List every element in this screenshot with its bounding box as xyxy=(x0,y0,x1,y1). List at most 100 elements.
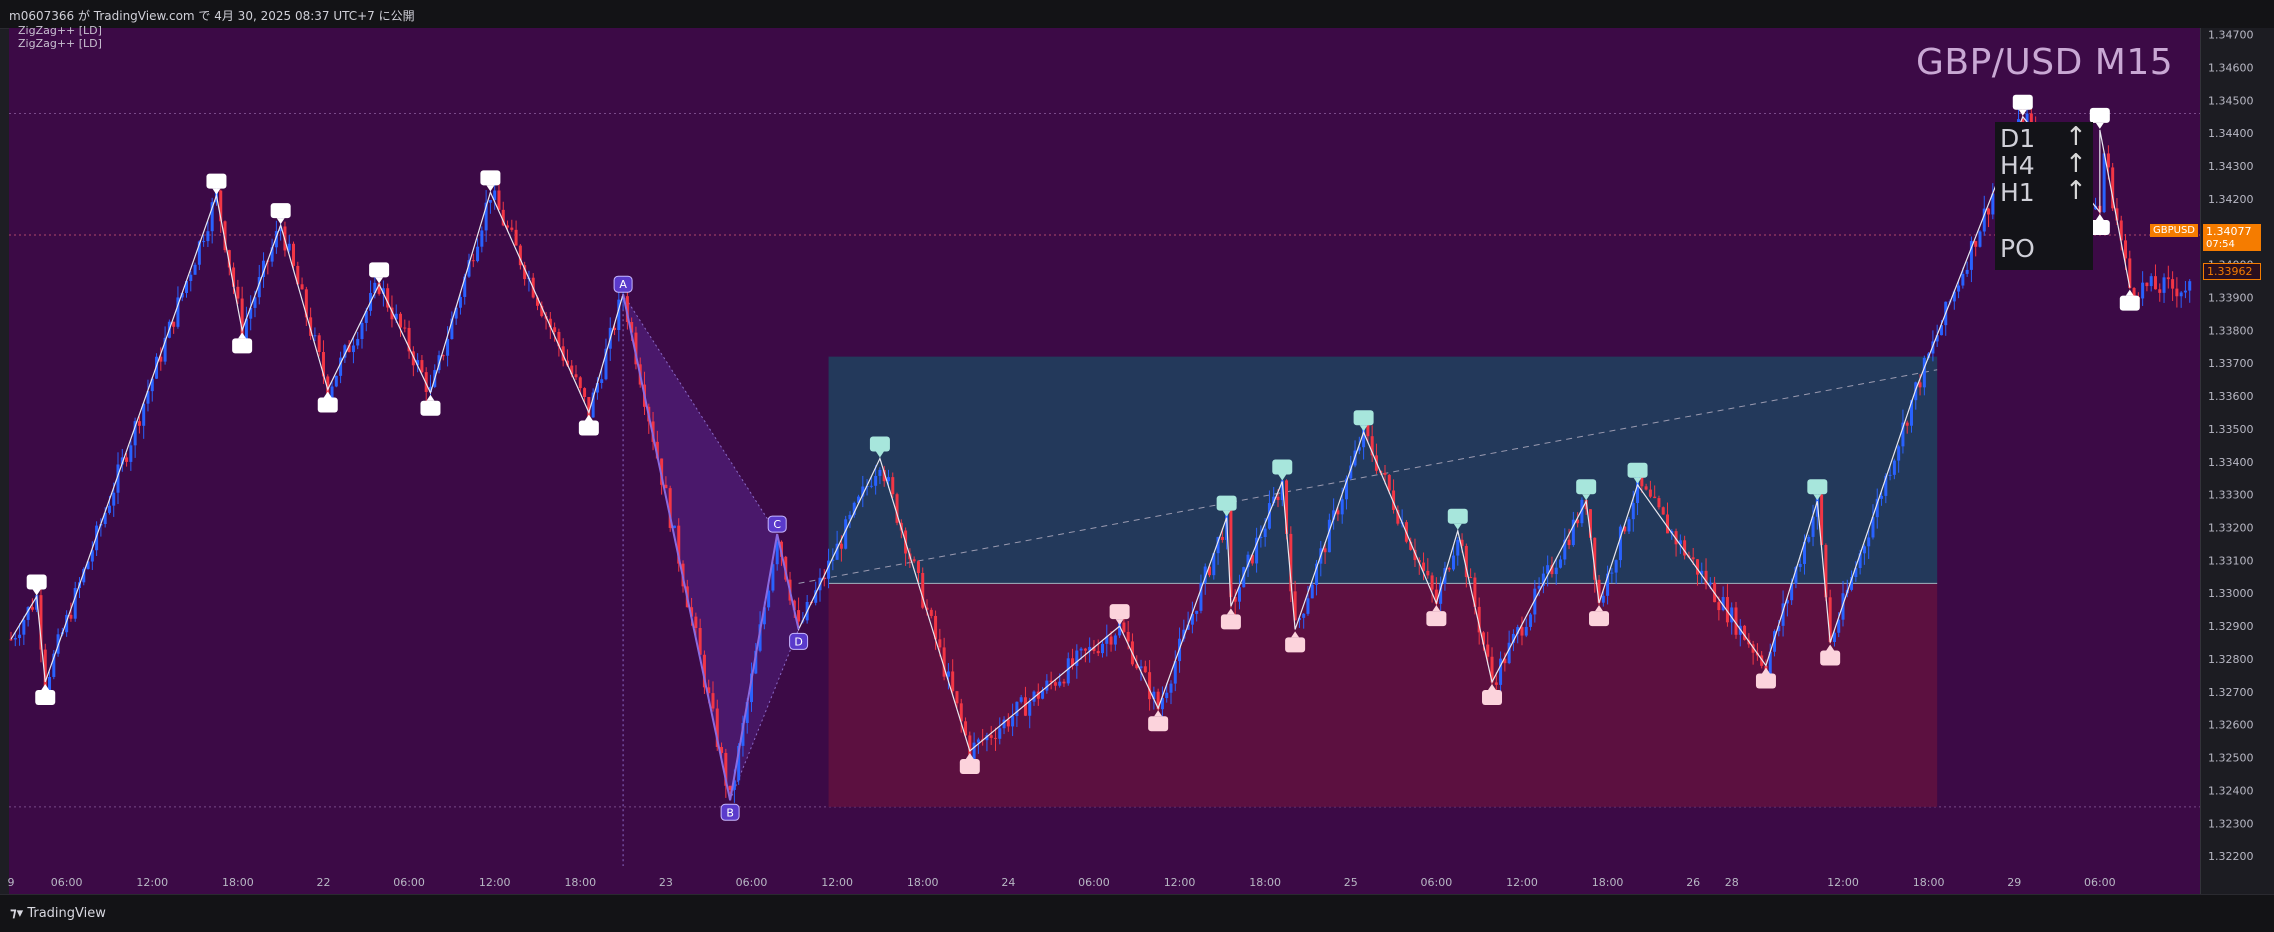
candle xyxy=(1246,554,1250,568)
candle xyxy=(1208,566,1212,576)
candle xyxy=(48,676,52,691)
pivot-label-tip xyxy=(41,683,50,690)
candle xyxy=(613,327,617,331)
candle xyxy=(497,190,501,210)
candle xyxy=(891,477,895,495)
candle xyxy=(912,559,916,562)
pivot-label xyxy=(1482,689,1503,705)
candle xyxy=(604,348,608,380)
candle xyxy=(424,372,428,392)
pivot-label xyxy=(1220,614,1241,630)
candle xyxy=(351,345,355,353)
candle xyxy=(882,469,886,482)
candle xyxy=(535,297,539,306)
candle xyxy=(1691,557,1695,560)
pivot-label xyxy=(578,420,599,436)
time-tick-label: 06:00 xyxy=(393,876,425,889)
candle xyxy=(702,654,706,688)
candle xyxy=(1285,480,1289,534)
candle xyxy=(73,588,77,619)
candle xyxy=(180,293,184,298)
candle xyxy=(1237,587,1241,602)
candle xyxy=(1721,597,1725,611)
candle xyxy=(1867,537,1871,547)
time-tick-label: 18:00 xyxy=(1592,876,1624,889)
candle xyxy=(1781,603,1785,626)
tradingview-logo[interactable]: ⁊▾ TradingView xyxy=(10,906,106,921)
candle xyxy=(732,780,736,790)
candle xyxy=(1066,658,1070,684)
candle xyxy=(1828,597,1832,643)
candle xyxy=(1991,193,1995,215)
candle xyxy=(720,747,724,753)
price-axis[interactable] xyxy=(2200,28,2274,894)
candle xyxy=(1289,533,1293,592)
candle xyxy=(1486,644,1490,657)
candle xyxy=(835,543,839,560)
candle xyxy=(125,457,129,462)
pivot-label-tip xyxy=(2018,109,2027,116)
pivot-label xyxy=(480,170,501,186)
candle xyxy=(2106,153,2110,168)
candle xyxy=(1725,597,1729,623)
candle xyxy=(1875,498,1879,518)
time-tick-label: 28 xyxy=(1725,876,1739,889)
candle xyxy=(274,231,278,248)
candle xyxy=(1032,691,1036,702)
candle xyxy=(839,543,843,549)
candle xyxy=(1250,554,1254,564)
candle xyxy=(1494,682,1498,685)
pivot-label-tip xyxy=(276,218,285,225)
candle xyxy=(1413,549,1417,561)
candle xyxy=(1156,691,1160,710)
candle xyxy=(1490,656,1494,683)
other-price-tag: 1.33962 xyxy=(2203,263,2261,280)
candle xyxy=(364,310,368,323)
pivot-label-tip xyxy=(1226,608,1235,615)
candle xyxy=(202,241,206,243)
candle xyxy=(1768,651,1772,675)
pivot-label xyxy=(869,436,890,452)
candle xyxy=(827,560,831,579)
abcd-path xyxy=(622,293,800,801)
pivot-label xyxy=(2089,107,2110,123)
candle xyxy=(1511,633,1515,643)
candle xyxy=(1349,465,1353,479)
time-tick-label: 12:00 xyxy=(1506,876,1538,889)
candle xyxy=(561,346,565,361)
candle xyxy=(1892,460,1896,475)
indicator-label-2[interactable]: ZigZag++ [LD] xyxy=(18,37,102,50)
price-tick-label: 1.34300 xyxy=(2208,160,2254,173)
candle xyxy=(1610,572,1614,574)
candle xyxy=(1790,583,1794,601)
candle xyxy=(467,260,471,277)
candle xyxy=(107,505,111,513)
pivot-label xyxy=(1447,508,1468,524)
pivot-label xyxy=(270,203,291,219)
candle xyxy=(120,457,124,465)
candle xyxy=(925,607,929,610)
candle xyxy=(1002,719,1006,729)
candle xyxy=(1854,567,1858,578)
candle xyxy=(463,276,467,297)
candle xyxy=(972,742,976,760)
candle xyxy=(159,356,163,362)
candle xyxy=(1593,537,1597,580)
time-tick-label: 18:00 xyxy=(1913,876,1945,889)
candle xyxy=(874,475,878,486)
candle xyxy=(557,331,561,347)
candle xyxy=(1601,595,1605,603)
pivot-label xyxy=(1589,611,1610,627)
candle xyxy=(1922,357,1926,388)
indicator-label-1[interactable]: ZigZag++ [LD] xyxy=(18,24,102,37)
candle xyxy=(480,230,484,247)
pivot-label xyxy=(420,400,441,416)
candle xyxy=(210,202,214,232)
candle xyxy=(39,595,43,650)
candle xyxy=(1083,648,1087,651)
candle xyxy=(1653,496,1657,499)
candle xyxy=(484,202,488,231)
candle xyxy=(1122,622,1126,632)
candle xyxy=(1387,474,1391,491)
candle xyxy=(741,722,745,746)
